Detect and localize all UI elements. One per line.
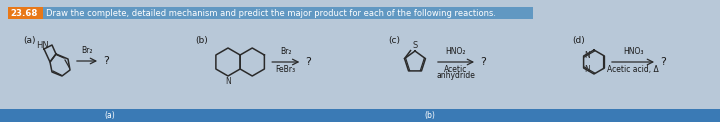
FancyBboxPatch shape (43, 7, 533, 19)
Text: FeBr₃: FeBr₃ (276, 65, 296, 74)
Text: (a): (a) (23, 36, 35, 45)
Text: (c): (c) (388, 36, 400, 45)
Text: anhydride: anhydride (436, 71, 475, 80)
Text: ?: ? (103, 56, 109, 66)
Text: N: N (585, 51, 590, 61)
Text: (b): (b) (425, 111, 436, 120)
FancyBboxPatch shape (0, 109, 720, 122)
Text: Br₂: Br₂ (280, 47, 292, 56)
Text: (a): (a) (104, 111, 115, 120)
Text: Draw the complete, detailed mechanism and predict the major product for each of : Draw the complete, detailed mechanism an… (46, 9, 496, 17)
Text: (b): (b) (195, 36, 208, 45)
Text: ?: ? (480, 57, 486, 67)
Text: HN: HN (36, 41, 49, 51)
Text: 23.68: 23.68 (11, 9, 38, 17)
Text: HNO₂: HNO₂ (446, 47, 467, 56)
Text: (d): (d) (572, 36, 585, 45)
Text: S: S (413, 41, 418, 50)
Text: ?: ? (305, 57, 311, 67)
Text: N: N (225, 77, 231, 86)
Text: HNO₃: HNO₃ (623, 47, 643, 56)
Text: Br₂: Br₂ (81, 46, 93, 55)
FancyBboxPatch shape (8, 7, 43, 19)
Text: N: N (585, 65, 590, 73)
Text: Acetic: Acetic (444, 65, 468, 74)
Text: Acetic acid, Δ: Acetic acid, Δ (607, 65, 659, 74)
Text: ?: ? (660, 57, 666, 67)
